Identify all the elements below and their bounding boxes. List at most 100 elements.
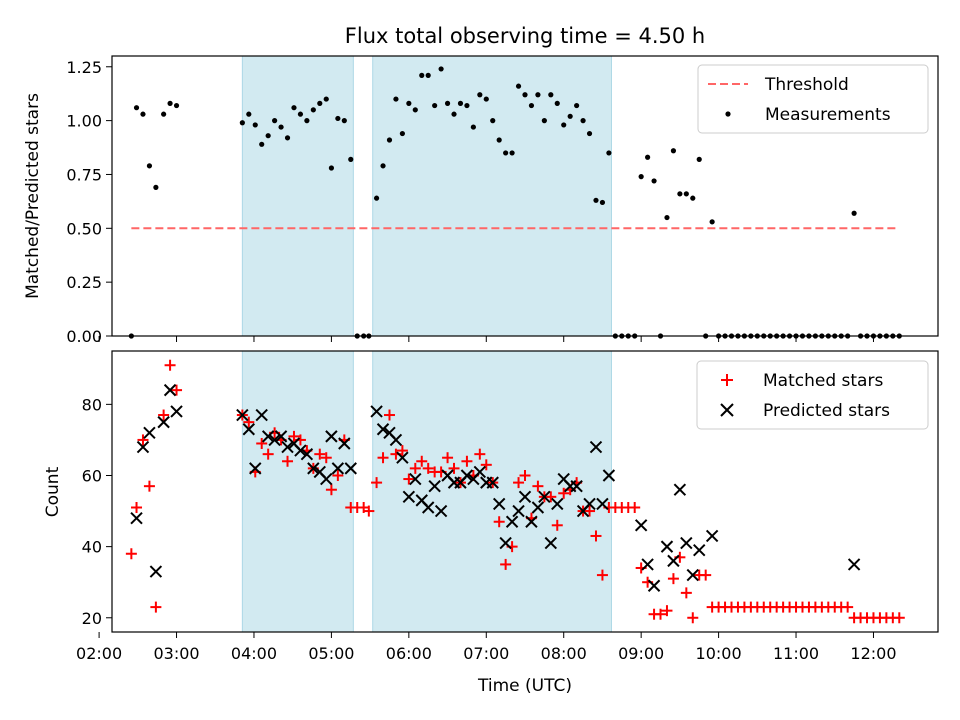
- bottom-x-tick-label: 07:00: [463, 644, 509, 663]
- top-legend-box: [697, 64, 929, 134]
- matched-star-point: [371, 477, 383, 489]
- predicted-star-point: [307, 462, 320, 475]
- matched-star-point: [687, 612, 699, 624]
- measurement-point: [297, 111, 304, 117]
- predicted-star-point: [255, 408, 268, 422]
- measurement-point: [348, 156, 354, 162]
- matched-star-point: [396, 445, 408, 457]
- predicted-star-point: [538, 490, 551, 504]
- bottom-shaded-intervals: [241, 350, 612, 633]
- matched-star-point: [596, 569, 608, 581]
- top-y-axis-label: Matched/Predicted stars: [23, 93, 43, 299]
- legend-matched-label: Matched stars: [763, 371, 883, 391]
- measurement-point: [252, 122, 258, 128]
- matched-star-point: [551, 519, 563, 531]
- predicted-star-point: [596, 497, 609, 511]
- matched-star-point: [513, 477, 525, 489]
- measurement-point: [541, 118, 547, 124]
- predicted-star-point: [268, 433, 281, 447]
- matched-stars-series: [125, 359, 905, 624]
- predicted-star-point: [338, 437, 351, 450]
- bottom-y-tick-label: 80: [82, 395, 102, 414]
- predicted-stars-series: [130, 383, 861, 592]
- matched-star-point: [416, 455, 428, 467]
- measurement-point: [451, 111, 457, 117]
- top-y-tick-label: 0.25: [66, 273, 102, 292]
- matched-star-point: [519, 469, 531, 481]
- matched-star-point: [680, 587, 692, 599]
- legend-measurements-swatch: [725, 111, 731, 117]
- bottom-x-tick-label: 02:00: [76, 644, 122, 663]
- measurement-point: [399, 130, 405, 137]
- matched-star-point: [442, 452, 454, 464]
- measurement-point: [696, 156, 702, 162]
- predicted-star-point: [163, 383, 177, 397]
- top-y-tick-label: 0.50: [66, 219, 102, 238]
- measurement-point: [683, 191, 689, 197]
- measurement-point: [272, 118, 278, 124]
- matched-star-point: [137, 434, 149, 446]
- measurement-point: [664, 214, 670, 221]
- predicted-star-point: [242, 423, 256, 436]
- measurement-point: [586, 130, 593, 137]
- measurement-point: [464, 102, 470, 109]
- measurement-point: [284, 135, 291, 141]
- legend-matched-swatch: [721, 374, 733, 386]
- predicted-star-point: [389, 433, 403, 447]
- predicted-star-point: [320, 472, 333, 486]
- measurement-point: [677, 191, 683, 197]
- bottom-x-tick-label: 05:00: [308, 644, 354, 663]
- predicted-star-point: [551, 497, 564, 511]
- predicted-star-point: [236, 408, 249, 422]
- matched-star-point: [667, 573, 679, 585]
- measurement-point: [561, 122, 567, 128]
- matched-star-point: [590, 530, 602, 542]
- measurement-point: [380, 163, 386, 169]
- predicted-star-point: [294, 444, 307, 457]
- predicted-star-point: [660, 540, 674, 553]
- matched-star-point: [377, 452, 389, 464]
- measurement-point: [638, 174, 644, 180]
- measurement-point: [554, 100, 560, 106]
- predicted-star-point: [583, 497, 596, 511]
- predicted-star-point: [409, 472, 422, 486]
- bottom-x-tick-label: 03:00: [153, 644, 199, 663]
- predicted-star-point: [486, 476, 499, 489]
- matched-star-point: [383, 409, 395, 421]
- predicted-star-point: [130, 511, 143, 525]
- top-axes-frame: [111, 55, 939, 337]
- predicted-star-point: [136, 440, 150, 454]
- matched-star-point: [655, 608, 667, 620]
- matched-star-point: [131, 502, 143, 514]
- predicted-star-point: [686, 568, 699, 582]
- predicted-star-point: [641, 558, 654, 571]
- predicted-star-point: [249, 462, 262, 475]
- measurement-point: [173, 102, 180, 109]
- matched-star-point: [422, 462, 434, 474]
- shaded-interval: [372, 55, 612, 337]
- matched-star-point: [288, 430, 300, 442]
- matched-star-point: [700, 569, 712, 581]
- predicted-star-point: [473, 465, 487, 479]
- measurement-point: [851, 210, 857, 216]
- measurement-point: [432, 102, 438, 109]
- measurement-point: [522, 92, 528, 98]
- ratio-panel: 0.00 0.25 0.50 0.75 1.00 1.25 Matched/Predict…: [23, 55, 939, 346]
- measurement-point: [328, 165, 335, 171]
- measurement-point: [709, 219, 715, 225]
- matched-star-point: [314, 448, 326, 460]
- measurement-point: [239, 120, 245, 126]
- predicted-star-point: [693, 543, 706, 557]
- bottom-y-tick-label: 40: [82, 538, 102, 557]
- legend-predicted-label: Predicted stars: [763, 401, 890, 421]
- measurement-point: [425, 72, 431, 78]
- predicted-star-point: [673, 483, 687, 496]
- measurement-point: [444, 100, 451, 106]
- predicted-star-point: [434, 504, 448, 518]
- measurement-point: [167, 100, 173, 106]
- predicted-star-point: [602, 469, 616, 482]
- predicted-star-point: [325, 430, 338, 443]
- matched-star-point: [164, 359, 176, 371]
- predicted-star-point: [428, 479, 441, 493]
